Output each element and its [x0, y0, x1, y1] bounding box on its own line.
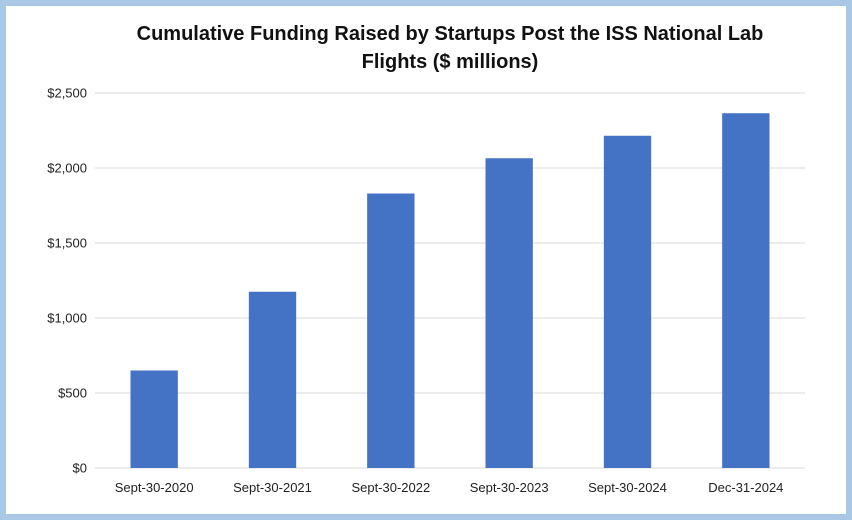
y-tick-label: $2,500	[47, 86, 87, 101]
chart-title: Cumulative Funding Raised by Startups Po…	[136, 23, 764, 73]
bars	[130, 113, 770, 468]
bar	[367, 193, 415, 468]
y-tick-label: $0	[73, 461, 87, 476]
bar	[130, 370, 178, 468]
x-tick-label: Sept-30-2023	[470, 480, 549, 495]
y-tick-label: $500	[58, 386, 87, 401]
gridlines	[95, 92, 805, 469]
x-axis-tick-labels: Sept-30-2020 Sept-30-2021 Sept-30-2022 Sept…	[115, 480, 784, 495]
x-tick-label: Sept-30-2021	[233, 480, 312, 495]
bar	[722, 113, 770, 468]
y-tick-label: $1,500	[47, 236, 87, 251]
x-tick-label: Sept-30-2022	[351, 480, 430, 495]
x-tick-label: Dec-31-2024	[708, 480, 783, 495]
x-tick-label: Sept-30-2024	[588, 480, 667, 495]
y-tick-label: $2,000	[47, 161, 87, 176]
y-axis-tick-labels: $0 $500 $1,000 $1,500 $2,000 $2,500	[47, 86, 87, 476]
bar	[248, 291, 297, 468]
bar	[485, 158, 533, 468]
x-tick-label: Sept-30-2020	[115, 480, 194, 495]
y-tick-label: $1,000	[47, 311, 87, 326]
bar	[603, 135, 652, 468]
